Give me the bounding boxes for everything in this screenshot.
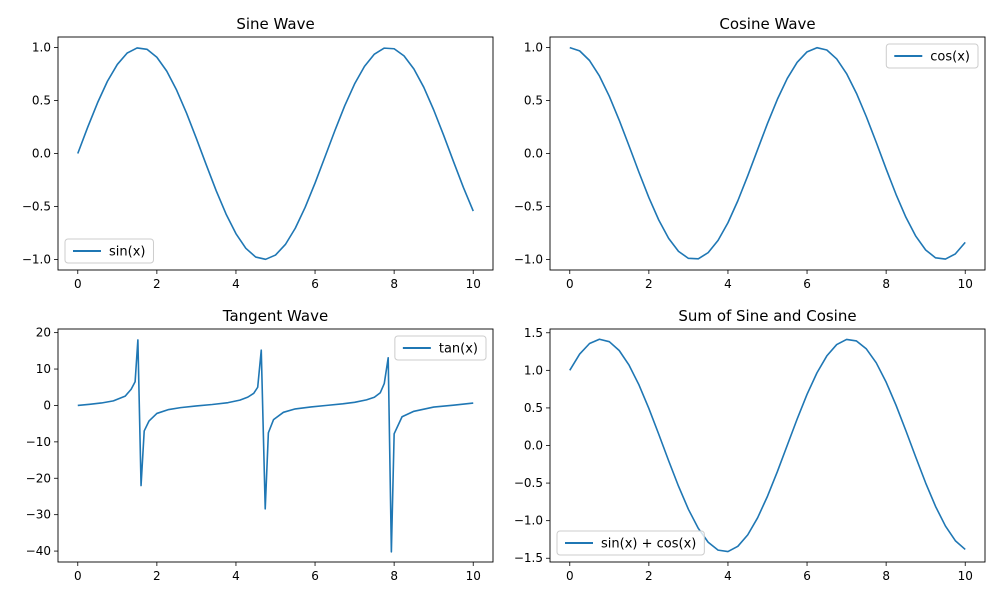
x-tick-label: 4	[724, 569, 732, 583]
legend: cos(x)	[885, 43, 979, 69]
x-tick-label: 6	[803, 569, 811, 583]
series-line	[569, 46, 966, 260]
y-tick-label: −1.5	[514, 551, 543, 565]
x-tick-label: 10	[958, 569, 973, 583]
legend-box	[394, 335, 487, 361]
legend-box	[885, 43, 979, 69]
x-tick-label: 8	[390, 277, 398, 291]
legend-label: tan(x)	[439, 342, 478, 357]
y-tick-label: 0.5	[524, 401, 543, 415]
x-tick-label: 4	[232, 277, 240, 291]
x-tick-label: 2	[153, 569, 161, 583]
series-line	[77, 47, 474, 261]
plot-area: 0 2 4 6 8 10 −1.0 −0.5 0.0 0.5 1.0	[22, 36, 494, 291]
y-tick-label: −1.0	[22, 252, 51, 266]
legend: sin(x) + cos(x)	[556, 530, 705, 556]
x-tick-label: 8	[390, 569, 398, 583]
y-tick-label: 0.5	[32, 94, 51, 108]
legend-box	[64, 238, 154, 264]
subplot-cosine-wave: Cosine Wave 0 2 4 6 8 10 −1.0 −0.5 0.0 0.5 1.0 cos…	[514, 15, 986, 291]
series-line	[569, 338, 966, 553]
y-tick-label: 0.5	[524, 94, 543, 108]
y-tick-label: −10	[26, 435, 51, 449]
subplot-tangent-wave: Tangent Wave 0 2 4 6 8 10 −40 −30 −20 −10 0 10 20 ta…	[26, 307, 494, 583]
x-tick-label: 4	[232, 569, 240, 583]
legend-label: sin(x)	[109, 245, 145, 260]
legend-box	[556, 530, 705, 556]
x-tick-label: 8	[882, 569, 890, 583]
axes-frame	[57, 328, 494, 563]
y-tick-label: 0	[43, 398, 51, 412]
x-tick-label: 10	[466, 277, 481, 291]
x-tick-label: 6	[311, 569, 319, 583]
y-tick-label: 0.0	[32, 147, 51, 161]
x-tick-label: 8	[882, 277, 890, 291]
y-tick-label: 1.0	[524, 363, 543, 377]
x-tick-label: 2	[153, 277, 161, 291]
y-tick-label: −1.0	[514, 252, 543, 266]
y-tick-label: −0.5	[22, 199, 51, 213]
y-tick-label: −20	[26, 471, 51, 485]
subplot-title: Sine Wave	[236, 15, 314, 33]
x-tick-label: 10	[958, 277, 973, 291]
x-tick-label: 0	[566, 277, 574, 291]
plot-area: 0 2 4 6 8 10 −1.0 −0.5 0.0 0.5 1.0	[514, 36, 986, 291]
y-tick-label: −0.5	[514, 476, 543, 490]
subplot-sine-wave: Sine Wave 0 2 4 6 8 10 −1.0 −0.5 0.0 0.5 1.0 sin(x…	[22, 15, 494, 291]
legend: tan(x)	[394, 335, 487, 361]
y-tick-label: 1.0	[524, 41, 543, 55]
y-tick-label: −1.0	[514, 514, 543, 528]
subplot-sum-of-sine-and-cosine: Sum of Sine and Cosine 0 2 4 6 8 10 −1.5 −1.0 −0…	[514, 307, 986, 583]
y-tick-label: 10	[36, 362, 51, 376]
x-tick-label: 6	[311, 277, 319, 291]
x-tick-label: 0	[74, 277, 82, 291]
series-line	[77, 339, 474, 553]
subplot-title: Sum of Sine and Cosine	[678, 307, 856, 325]
x-tick-label: 0	[566, 569, 574, 583]
y-tick-label: −30	[26, 508, 51, 522]
legend: sin(x)	[64, 238, 154, 264]
legend-label: sin(x) + cos(x)	[601, 537, 696, 552]
y-tick-label: 1.0	[32, 41, 51, 55]
x-tick-label: 2	[645, 569, 653, 583]
y-tick-label: −0.5	[514, 199, 543, 213]
y-tick-label: 0.0	[524, 147, 543, 161]
x-tick-label: 6	[803, 277, 811, 291]
y-tick-label: 0.0	[524, 439, 543, 453]
legend-label: cos(x)	[930, 50, 970, 65]
x-tick-label: 4	[724, 277, 732, 291]
x-tick-label: 2	[645, 277, 653, 291]
y-tick-label: −40	[26, 544, 51, 558]
subplot-title: Tangent Wave	[222, 307, 328, 325]
plot-area: 0 2 4 6 8 10 −40 −30 −20 −10 0 10 20	[26, 326, 494, 583]
y-tick-label: 20	[36, 326, 51, 340]
x-tick-label: 0	[74, 569, 82, 583]
plot-area: 0 2 4 6 8 10 −1.5 −1.0 −0.5 0.0 0.5 1.0 1.5	[514, 326, 986, 583]
x-tick-label: 10	[466, 569, 481, 583]
subplot-title: Cosine Wave	[719, 15, 815, 33]
y-tick-label: 1.5	[524, 326, 543, 340]
